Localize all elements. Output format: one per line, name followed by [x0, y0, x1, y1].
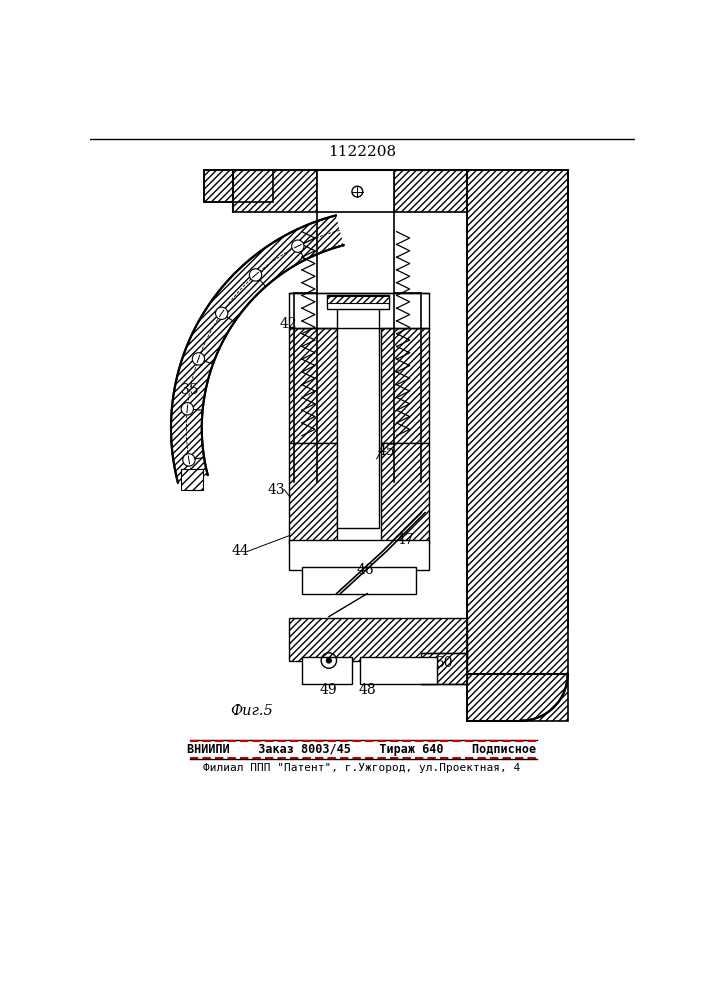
- Bar: [360, 657, 437, 684]
- Bar: [204, 170, 274, 202]
- Bar: [337, 297, 379, 528]
- Bar: [421, 653, 467, 684]
- Text: Фиг.5: Фиг.5: [230, 704, 273, 718]
- Circle shape: [192, 353, 204, 365]
- Text: 42: 42: [280, 317, 298, 331]
- Bar: [327, 295, 389, 309]
- Circle shape: [292, 240, 304, 252]
- Text: ВНИИПИ    Заказ 8003/45    Тираж 640    Подписное: ВНИИПИ Заказ 8003/45 Тираж 640 Подписное: [187, 743, 537, 756]
- Text: 49: 49: [320, 683, 338, 697]
- Bar: [288, 328, 337, 443]
- Text: 48: 48: [358, 683, 376, 697]
- Bar: [302, 657, 352, 684]
- Bar: [288, 618, 467, 661]
- Text: 35: 35: [182, 382, 199, 396]
- Text: 46: 46: [357, 563, 375, 577]
- Circle shape: [250, 269, 262, 281]
- Bar: [381, 328, 429, 443]
- Bar: [395, 170, 467, 212]
- Bar: [233, 170, 317, 212]
- Bar: [288, 443, 337, 544]
- Text: 45: 45: [378, 444, 395, 458]
- Text: 43: 43: [268, 483, 286, 497]
- Circle shape: [216, 307, 228, 319]
- Text: 1122208: 1122208: [328, 145, 396, 159]
- Text: 50: 50: [436, 656, 453, 670]
- Text: 47: 47: [397, 533, 415, 547]
- Bar: [181, 469, 203, 490]
- Circle shape: [181, 403, 194, 415]
- Text: 44: 44: [231, 544, 249, 558]
- Bar: [302, 567, 416, 594]
- Circle shape: [326, 657, 332, 664]
- Bar: [467, 170, 568, 721]
- Polygon shape: [171, 215, 344, 483]
- Bar: [288, 293, 429, 328]
- Bar: [327, 296, 389, 303]
- Bar: [381, 443, 429, 544]
- Bar: [317, 170, 395, 212]
- Circle shape: [182, 454, 195, 466]
- Text: Филиал ППП "Патент", г.Ужгород, ул.Проектная, 4: Филиал ППП "Патент", г.Ужгород, ул.Проек…: [204, 763, 520, 773]
- Bar: [288, 540, 429, 570]
